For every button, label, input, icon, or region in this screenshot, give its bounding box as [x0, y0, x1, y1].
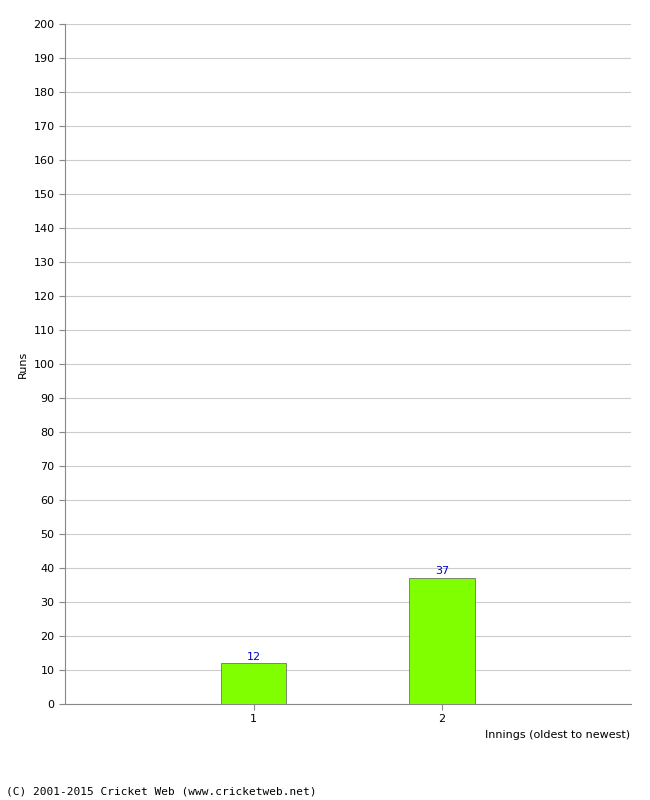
Text: 12: 12: [246, 651, 261, 662]
Bar: [409, 578, 475, 704]
Text: 37: 37: [435, 566, 449, 577]
Text: (C) 2001-2015 Cricket Web (www.cricketweb.net): (C) 2001-2015 Cricket Web (www.cricketwe…: [6, 786, 317, 796]
Bar: [220, 663, 287, 704]
Y-axis label: Runs: Runs: [18, 350, 28, 378]
X-axis label: Innings (oldest to newest): Innings (oldest to newest): [486, 730, 630, 740]
